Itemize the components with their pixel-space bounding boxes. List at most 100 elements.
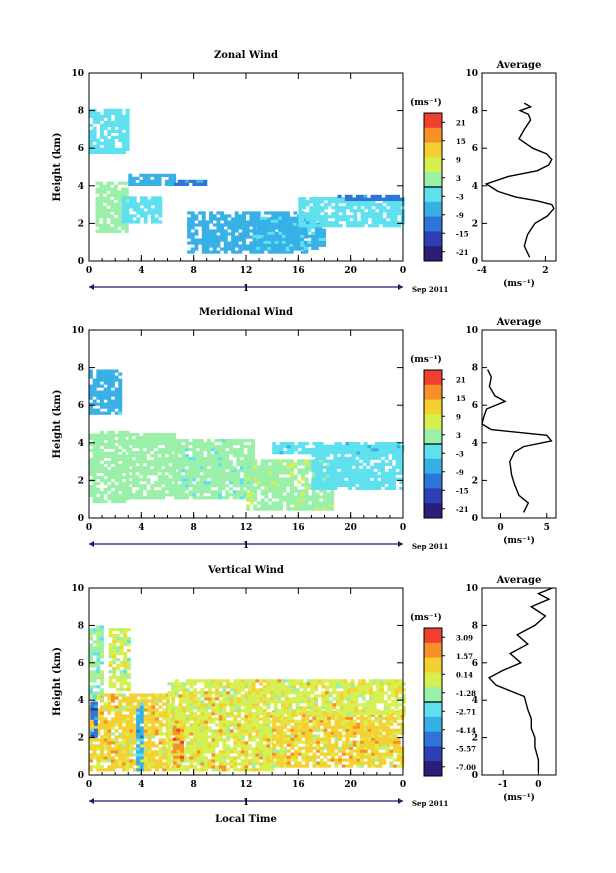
average-x-tick-label: 2 [542, 266, 548, 276]
heatmap-cell [129, 196, 133, 200]
heatmap-cell [110, 756, 115, 760]
heatmap-cell [327, 451, 332, 455]
heatmap-cell [215, 768, 220, 772]
heatmap-cell [323, 215, 328, 219]
heatmap-cell [107, 123, 112, 127]
heatmap-cell [164, 466, 169, 470]
heatmap-cell [382, 200, 387, 204]
heatmap-cell [232, 451, 237, 455]
heatmap-cell [110, 490, 115, 495]
heatmap-cell [147, 729, 152, 733]
heatmap-cell [114, 693, 119, 697]
heatmap-cell [102, 190, 107, 194]
heatmap-cell [296, 240, 301, 244]
heatmap-cell [362, 480, 367, 484]
heatmap-cell [300, 477, 305, 481]
heatmap-cell [182, 756, 187, 760]
heatmap-cell [199, 454, 204, 458]
heatmap-cell [95, 181, 100, 185]
heatmap-cell [374, 749, 379, 753]
heatmap-cell [207, 439, 211, 443]
heatmap-cell [395, 462, 400, 466]
heatmap-cell [228, 439, 233, 443]
heatmap-cell [201, 238, 206, 242]
heatmap-cell [237, 732, 242, 736]
heatmap-cell [107, 451, 112, 456]
heatmap-cell [334, 725, 339, 729]
heatmap-cell [397, 200, 402, 204]
heatmap-cell [311, 231, 316, 235]
heatmap-cell [125, 475, 130, 480]
heatmap-cell [275, 214, 279, 218]
heatmap-cell [147, 768, 152, 772]
heatmap-cell [330, 731, 335, 735]
heatmap-cell [205, 241, 210, 245]
heatmap-cell [388, 486, 393, 490]
heatmap-cell [289, 498, 294, 502]
heatmap-cell [117, 205, 122, 209]
x-tick-label: 20 [344, 266, 357, 276]
heatmap-cell [312, 752, 317, 756]
heatmap-cell [128, 182, 133, 186]
heatmap-cell [249, 211, 254, 215]
heatmap-cell [338, 218, 343, 222]
heatmap-cell [226, 747, 231, 751]
heatmap-cell [157, 469, 162, 473]
heatmap-cell [147, 699, 152, 703]
heatmap-cell [227, 241, 232, 245]
heatmap-cell [125, 493, 130, 498]
heatmap-cell [318, 456, 323, 460]
heatmap-cell [249, 223, 254, 227]
heatmap-cell [399, 471, 404, 475]
heatmap-cell [196, 466, 200, 470]
heatmap-cell [312, 218, 317, 222]
heatmap-cell [341, 719, 346, 723]
heatmap-cell [231, 241, 236, 245]
heatmap-cell [308, 734, 313, 738]
heatmap-cell [289, 462, 294, 466]
heatmap-cell [232, 496, 237, 500]
heatmap-cell [239, 496, 244, 500]
heatmap-cell [319, 501, 324, 505]
heatmap-cell [150, 490, 155, 494]
heatmap-cell [340, 459, 345, 463]
heatmap-cell [99, 193, 104, 197]
heatmap-cell [279, 758, 284, 762]
heatmap-cell [371, 448, 376, 452]
heatmap-cell [142, 484, 147, 488]
heatmap-cell [89, 765, 93, 769]
heatmap-cell [125, 433, 130, 437]
heatmap-cell [93, 704, 98, 708]
heatmap-cell [110, 138, 115, 142]
heatmap-cell [92, 451, 97, 456]
heatmap-cell [275, 486, 280, 490]
heatmap-cell [142, 439, 147, 443]
heatmap-cell [203, 481, 208, 485]
heatmap-cell [189, 709, 194, 713]
heatmap-cell [110, 129, 115, 133]
heatmap-cell [189, 714, 194, 718]
heatmap-cell [385, 734, 390, 738]
heatmap-cell [255, 714, 260, 718]
heatmap-cell [259, 753, 264, 757]
heatmap-cell [314, 228, 319, 232]
heatmap-cell [248, 744, 253, 748]
heatmap-blob-4 [174, 179, 208, 186]
heatmap-cell [92, 697, 97, 701]
heatmap-cell [171, 720, 176, 724]
heatmap-cell [126, 636, 131, 641]
heatmap-cell [165, 699, 170, 703]
heatmap-cell [392, 483, 396, 487]
heatmap-cell [150, 469, 155, 473]
heatmap-cell [174, 717, 179, 721]
heatmap-cell [318, 474, 323, 478]
heatmap-cell [177, 451, 182, 455]
heatmap-cell [249, 480, 254, 484]
heatmap-cell [164, 457, 169, 461]
heatmap-cell [157, 463, 162, 467]
heatmap-cell [118, 478, 123, 483]
heatmap-cell [220, 229, 225, 233]
heatmap-cell [193, 726, 198, 730]
heatmap-cell [334, 200, 339, 204]
heatmap-cell [345, 200, 350, 204]
